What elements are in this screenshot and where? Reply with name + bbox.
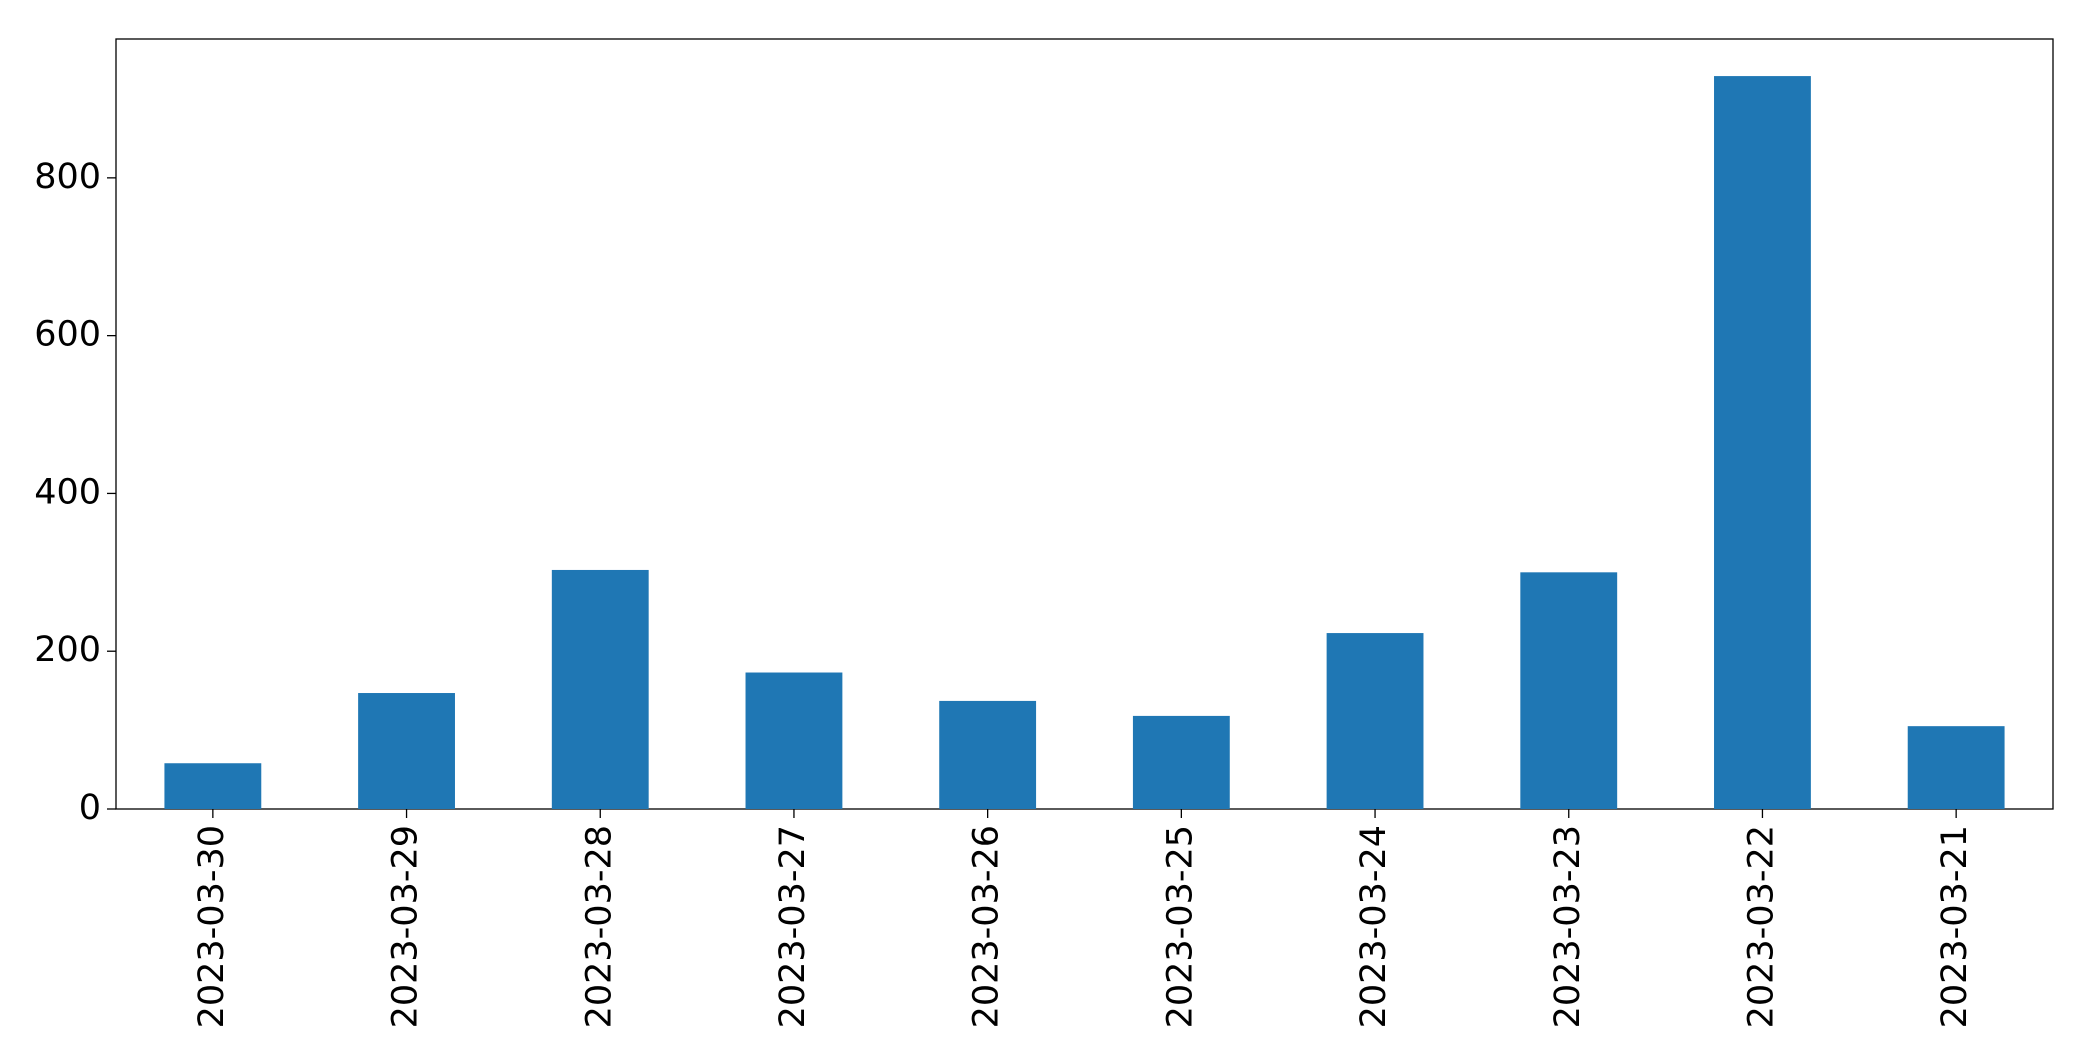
bar bbox=[1132, 715, 1230, 809]
x-tick-label: 2023-03-22 bbox=[1741, 825, 1781, 1028]
plot-frame bbox=[115, 38, 2054, 810]
x-tick-label: 2023-03-23 bbox=[1548, 825, 1588, 1028]
x-tick-label: 2023-03-28 bbox=[579, 825, 619, 1028]
y-tick-label: 200 bbox=[34, 630, 101, 670]
x-tick-label: 2023-03-30 bbox=[192, 825, 232, 1028]
bar bbox=[1714, 76, 1811, 810]
x-tick-label: 2023-03-25 bbox=[1160, 825, 1200, 1028]
y-tick-label: 800 bbox=[34, 157, 101, 197]
y-tick-label: 400 bbox=[34, 472, 101, 512]
x-tick-label: 2023-03-21 bbox=[1935, 825, 1975, 1028]
bar bbox=[745, 672, 843, 809]
bar bbox=[1520, 572, 1618, 809]
y-tick-label: 0 bbox=[79, 788, 101, 828]
bar bbox=[551, 569, 649, 809]
y-tick-label: 600 bbox=[34, 315, 101, 355]
bar bbox=[939, 700, 1037, 809]
x-tick-label: 2023-03-29 bbox=[386, 825, 426, 1028]
x-tick-label: 2023-03-27 bbox=[773, 825, 813, 1028]
x-tick-label: 2023-03-26 bbox=[967, 825, 1007, 1028]
x-tick-label: 2023-03-24 bbox=[1354, 825, 1394, 1028]
bar bbox=[164, 763, 262, 809]
bar bbox=[1907, 726, 2005, 809]
bar bbox=[358, 693, 455, 809]
bar bbox=[1326, 633, 1424, 809]
